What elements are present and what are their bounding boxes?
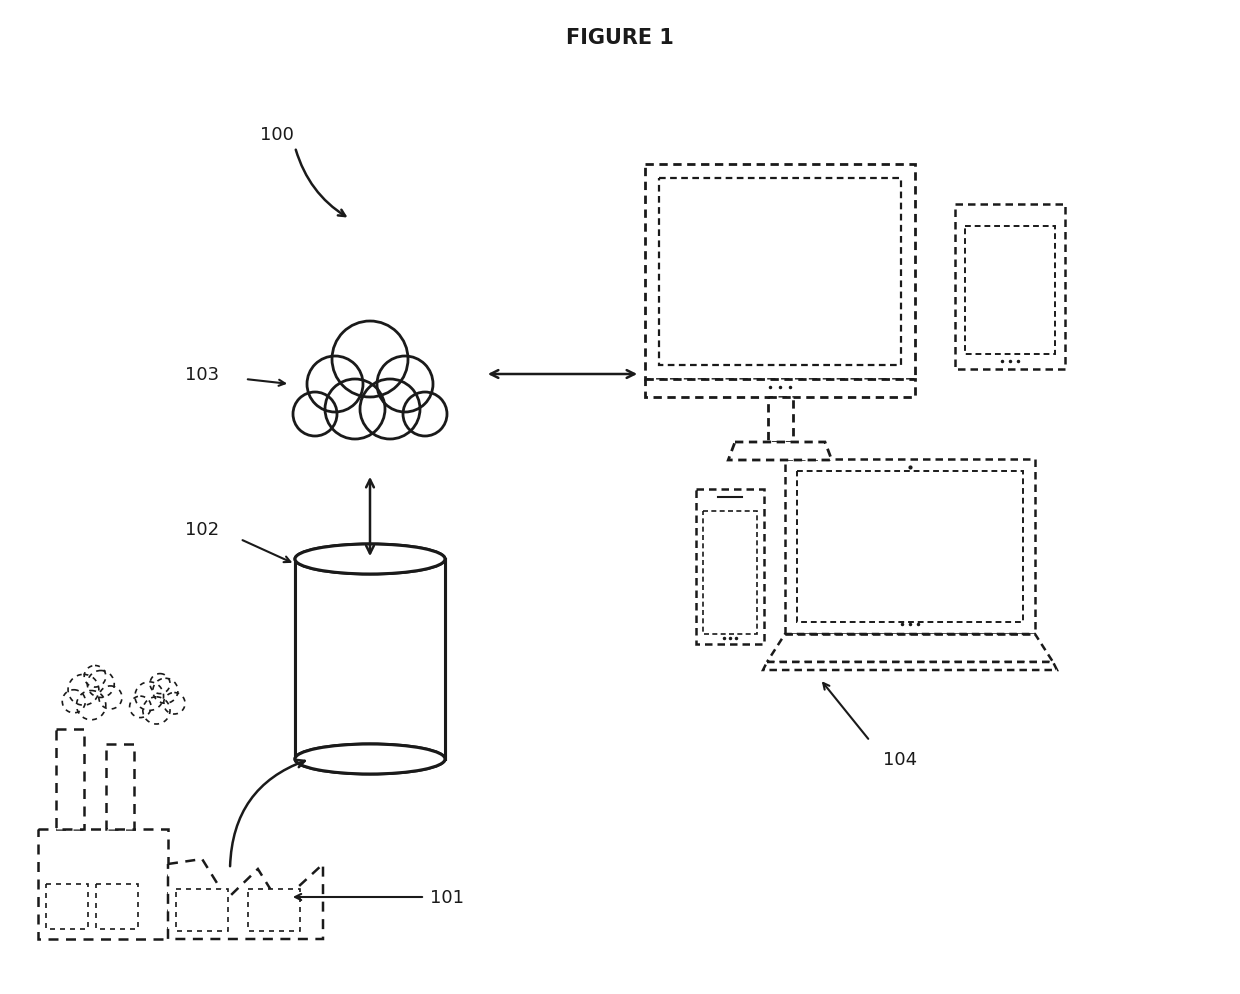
Polygon shape [295, 560, 445, 759]
Circle shape [377, 357, 433, 413]
Circle shape [68, 675, 99, 706]
Polygon shape [797, 471, 1023, 622]
Polygon shape [38, 829, 167, 939]
Polygon shape [95, 884, 138, 929]
Text: 101: 101 [430, 888, 464, 907]
Polygon shape [965, 227, 1055, 355]
Text: 103: 103 [185, 366, 219, 384]
Polygon shape [703, 512, 756, 634]
Circle shape [77, 691, 105, 720]
Circle shape [164, 693, 185, 715]
Circle shape [325, 380, 384, 439]
Polygon shape [768, 634, 1053, 662]
Text: FIGURE 1: FIGURE 1 [567, 28, 673, 48]
Ellipse shape [295, 545, 445, 575]
Polygon shape [763, 662, 1056, 670]
Polygon shape [645, 380, 915, 398]
Text: 102: 102 [185, 521, 219, 539]
FancyArrowPatch shape [366, 480, 374, 554]
Polygon shape [167, 859, 322, 939]
Polygon shape [176, 889, 228, 931]
Circle shape [99, 686, 122, 710]
Circle shape [84, 666, 105, 688]
Ellipse shape [295, 745, 445, 774]
Circle shape [308, 357, 363, 413]
Circle shape [87, 671, 114, 698]
Circle shape [135, 682, 164, 711]
Circle shape [153, 679, 177, 704]
FancyArrowPatch shape [296, 150, 345, 217]
Polygon shape [785, 459, 1035, 634]
FancyArrowPatch shape [231, 760, 305, 867]
Polygon shape [955, 205, 1065, 370]
Circle shape [62, 690, 86, 713]
Polygon shape [728, 442, 832, 460]
Polygon shape [658, 179, 901, 366]
FancyArrowPatch shape [243, 541, 290, 563]
Polygon shape [248, 889, 300, 931]
Polygon shape [768, 398, 792, 442]
Text: 100: 100 [260, 126, 294, 144]
Circle shape [332, 322, 408, 398]
Polygon shape [46, 884, 88, 929]
FancyArrowPatch shape [295, 894, 422, 901]
Circle shape [403, 393, 446, 436]
Circle shape [130, 697, 151, 718]
Text: 104: 104 [883, 750, 918, 768]
Circle shape [293, 393, 337, 436]
FancyArrowPatch shape [491, 371, 635, 379]
Ellipse shape [295, 745, 445, 774]
FancyArrowPatch shape [248, 380, 285, 387]
Polygon shape [56, 730, 84, 829]
Circle shape [143, 697, 170, 725]
Ellipse shape [295, 545, 445, 575]
Polygon shape [645, 165, 915, 380]
Polygon shape [105, 745, 134, 829]
Circle shape [360, 380, 420, 439]
Polygon shape [696, 489, 764, 644]
Circle shape [150, 674, 170, 694]
FancyArrowPatch shape [823, 683, 868, 740]
